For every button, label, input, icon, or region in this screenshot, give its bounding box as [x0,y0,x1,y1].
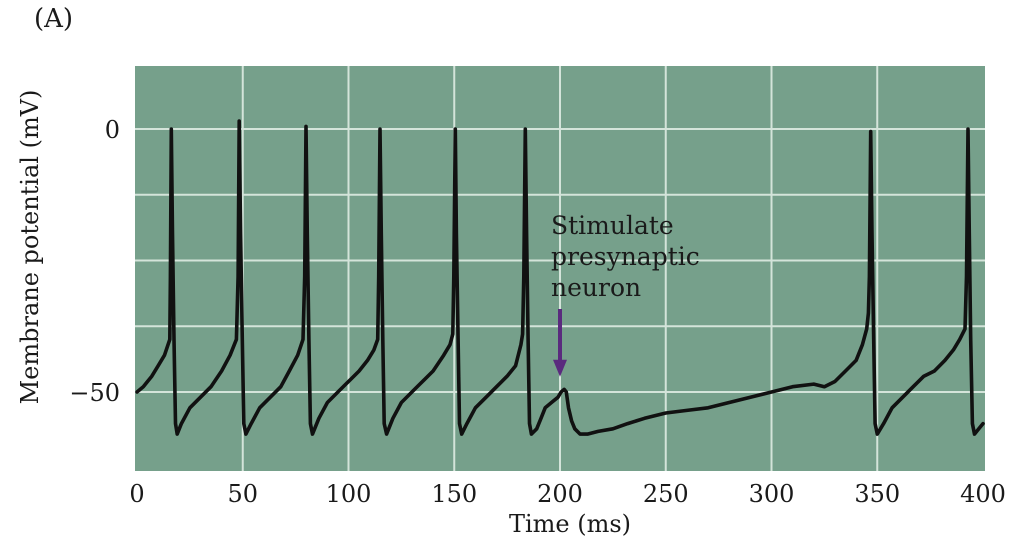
x-tick-label: 200 [537,480,583,508]
annotation-line-1: Stimulate [551,211,674,240]
x-tick-label: 0 [129,480,144,508]
arrow-head [553,359,567,377]
x-tick-label: 300 [749,480,795,508]
y-tick-label: 0 [105,116,120,144]
x-tick-label: 400 [960,480,1006,508]
annotation-line-3: neuron [551,273,642,302]
x-tick-label: 150 [431,480,477,508]
stimulus-annotation: Stimulate presynaptic neuron [551,210,700,303]
panel-label: (A) [34,4,74,34]
x-axis-ticks: 0 50 100 150 200 250 300 350 400 [129,480,1006,508]
x-tick-label: 50 [227,480,258,508]
annotation-line-2: presynaptic [551,242,700,271]
x-tick-label: 100 [326,480,372,508]
stimulus-arrow [553,309,567,377]
x-tick-label: 350 [854,480,900,508]
y-axis-ticks: 0 −50 [69,116,120,407]
x-tick-label: 250 [643,480,689,508]
y-tick-label: −50 [69,379,120,407]
x-axis-label: Time (ms) [508,510,632,538]
membrane-potential-trace [135,119,985,436]
